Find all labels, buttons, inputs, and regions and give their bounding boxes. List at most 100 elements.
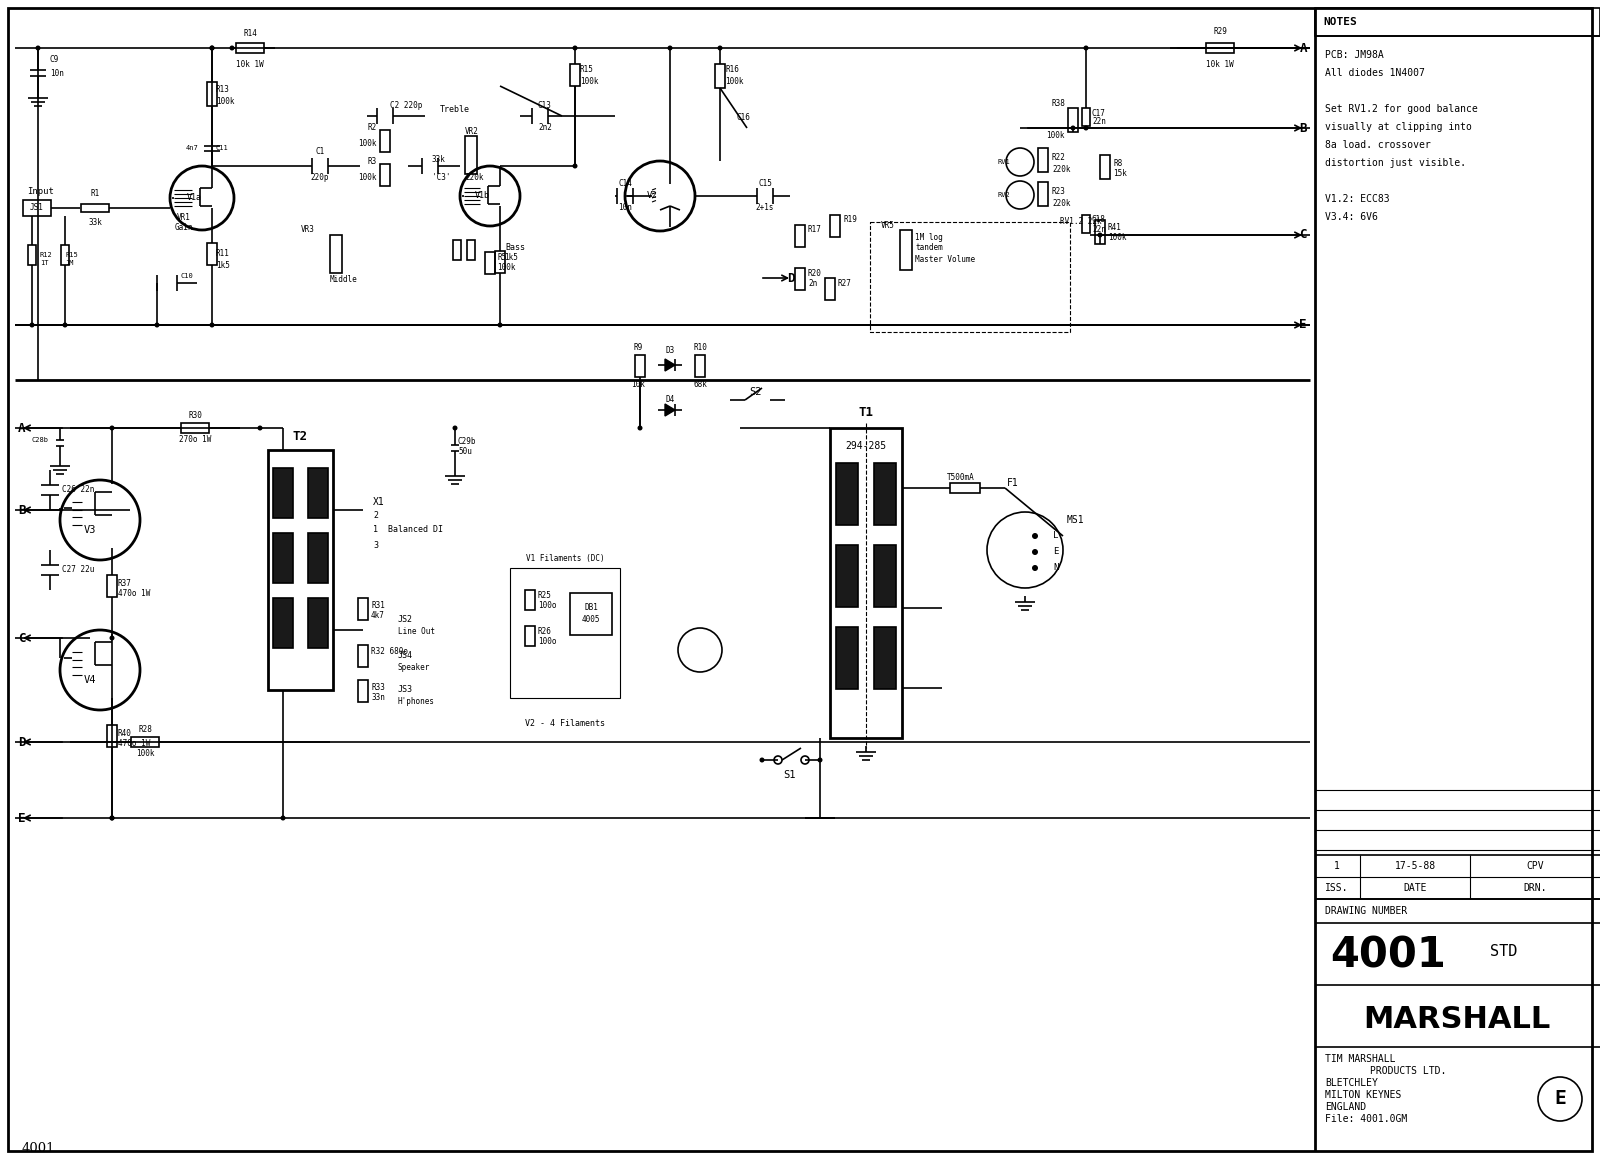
Text: V1.2: ECC83: V1.2: ECC83 [1325,194,1390,204]
Bar [274,533,293,583]
Text: 1: 1 [1334,861,1339,872]
Text: V1b: V1b [475,191,490,201]
Text: VR1: VR1 [178,213,190,223]
Bar [453,240,461,260]
Text: 1k5: 1k5 [504,254,518,262]
Text: Set RV1.2 for good balance: Set RV1.2 for good balance [1325,104,1478,114]
Text: R3: R3 [368,158,378,167]
Text: R9: R9 [634,343,643,352]
Polygon shape [666,359,675,371]
Text: 22n: 22n [1091,226,1106,234]
Bar [358,646,368,666]
Circle shape [109,425,115,430]
Text: 1M log: 1M log [915,233,942,242]
Bar [307,598,328,648]
Text: Bass: Bass [506,243,525,253]
Bar [82,204,109,212]
Text: 22n: 22n [1091,117,1106,126]
Bar [381,130,390,152]
Text: Treble: Treble [440,105,470,115]
Text: R10: R10 [693,343,707,352]
Text: 4001: 4001 [1330,934,1446,976]
Text: 2n2: 2n2 [538,123,552,131]
Text: V3.4: 6V6: V3.4: 6V6 [1325,212,1378,223]
Circle shape [109,816,115,821]
Text: 4005: 4005 [582,615,600,625]
Circle shape [62,322,67,328]
Text: V2: V2 [646,191,658,201]
Text: 100k: 100k [358,174,378,182]
Circle shape [1083,125,1088,131]
Text: C29b: C29b [458,437,477,446]
Text: V2 - 4 Filaments: V2 - 4 Filaments [525,719,605,728]
Text: R25: R25 [538,591,552,600]
Text: B: B [1299,122,1307,134]
Text: C15: C15 [758,178,771,188]
Text: R32 680o: R32 680o [371,648,408,656]
Text: C: C [1299,228,1307,241]
Text: 17-5-88: 17-5-88 [1395,861,1435,872]
Bar [874,545,896,607]
Text: 33n: 33n [371,693,386,702]
Text: 100k: 100k [136,750,154,758]
Circle shape [29,322,35,328]
Text: T500mA: T500mA [947,474,974,482]
Text: C28b: C28b [30,437,48,443]
Text: X1: X1 [373,497,384,506]
Text: C9: C9 [50,56,59,65]
Text: C13: C13 [538,101,552,109]
Circle shape [1098,233,1102,238]
Text: BLETCHLEY: BLETCHLEY [1325,1078,1378,1088]
Text: JS2: JS2 [398,615,413,625]
Bar [22,201,51,216]
Bar [307,468,328,518]
Text: 100o: 100o [538,637,557,647]
Text: R15: R15 [579,66,594,74]
Bar [494,252,506,274]
Bar [466,136,477,174]
Circle shape [1032,549,1038,555]
Circle shape [1083,45,1088,51]
Text: MS1: MS1 [1067,515,1085,525]
Circle shape [258,425,262,430]
Text: H'phones: H'phones [398,698,435,707]
Bar [381,165,390,185]
Bar [874,462,896,525]
Text: S2: S2 [749,387,762,398]
Text: T1: T1 [859,407,874,420]
Circle shape [1070,125,1075,131]
Bar [795,268,805,290]
Bar [830,216,840,236]
Text: STD: STD [1490,943,1517,958]
Bar [835,545,858,607]
Bar [61,245,69,265]
Text: S1: S1 [784,770,797,780]
Text: C14: C14 [618,178,632,188]
Text: 3: 3 [373,540,378,549]
Text: V1a: V1a [187,194,202,203]
Circle shape [1032,564,1038,571]
Circle shape [573,45,578,51]
Text: 100k: 100k [1046,131,1066,140]
Text: 100k: 100k [358,139,378,148]
Text: JS4: JS4 [398,650,413,659]
Bar [795,225,805,247]
Text: VR3: VR3 [301,226,315,234]
Text: R8: R8 [1114,159,1122,168]
Text: ISS.: ISS. [1325,883,1349,892]
Bar [835,462,858,525]
Text: B: B [18,503,26,517]
Text: N: N [1053,563,1058,573]
Text: R40: R40 [118,729,131,737]
Circle shape [498,322,502,328]
Text: 100k: 100k [216,97,235,107]
Text: R28: R28 [138,726,152,735]
Text: 4001: 4001 [22,1142,56,1154]
Text: D3: D3 [666,347,675,355]
Text: C26 22n: C26 22n [62,486,94,495]
Bar [1069,108,1078,132]
Text: A: A [1299,42,1307,54]
Bar [181,423,210,433]
Text: R16: R16 [725,66,739,74]
Text: PRODUCTS LTD.: PRODUCTS LTD. [1370,1066,1446,1076]
